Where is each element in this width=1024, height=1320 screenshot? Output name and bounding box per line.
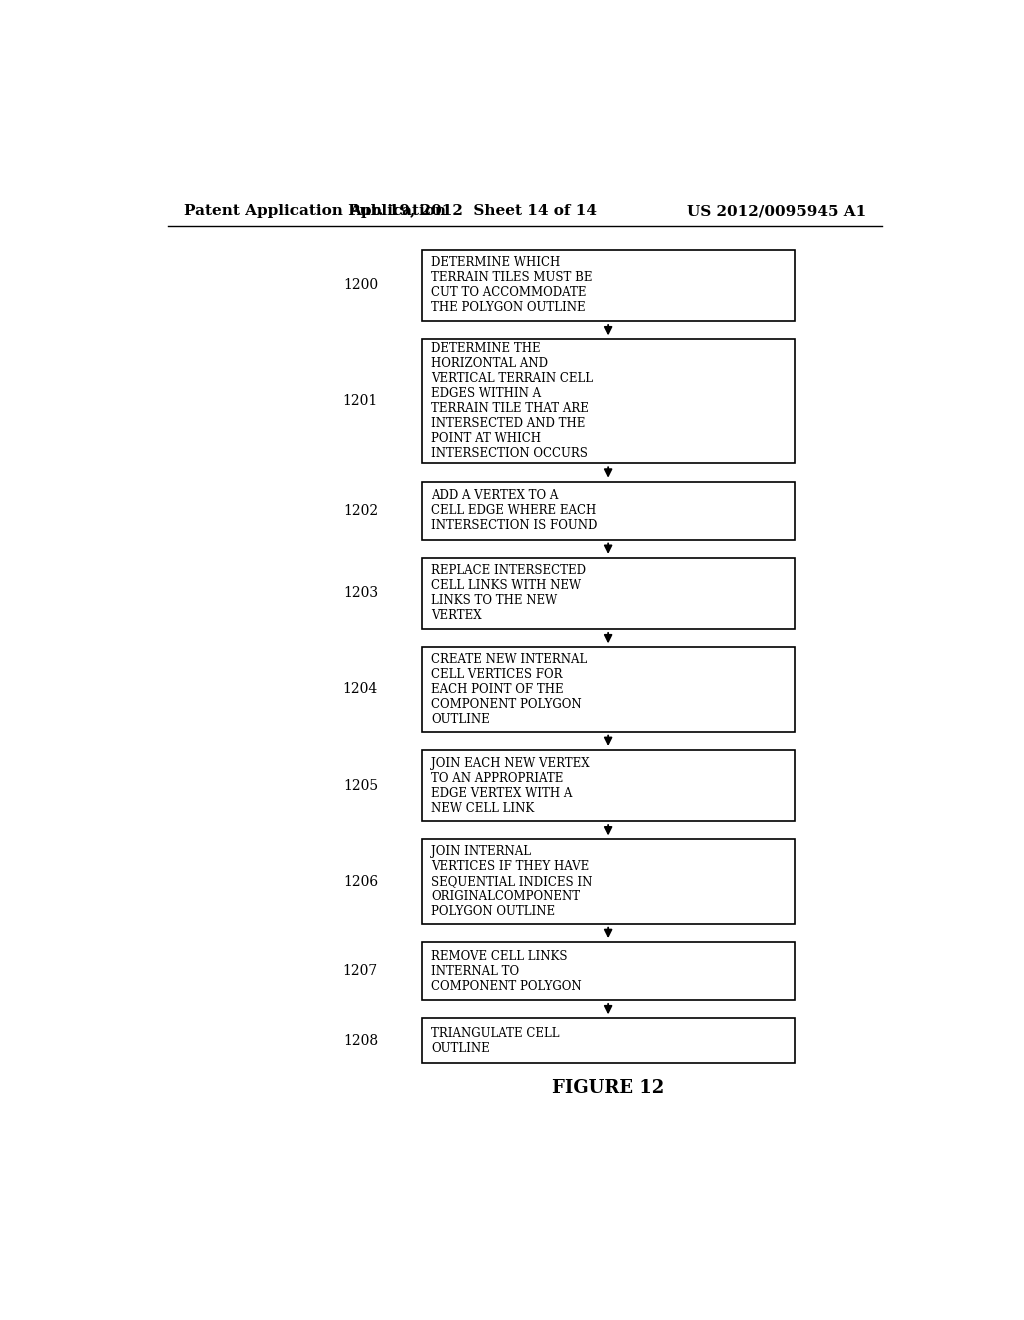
Text: CREATE NEW INTERNAL
CELL VERTICES FOR
EACH POINT OF THE
COMPONENT POLYGON
OUTLIN: CREATE NEW INTERNAL CELL VERTICES FOR EA… (431, 653, 588, 726)
Text: TRIANGULATE CELL
OUTLINE: TRIANGULATE CELL OUTLINE (431, 1027, 560, 1055)
Text: FIGURE 12: FIGURE 12 (552, 1080, 665, 1097)
FancyBboxPatch shape (422, 840, 795, 924)
FancyBboxPatch shape (422, 750, 795, 821)
Text: 1208: 1208 (343, 1034, 378, 1048)
Text: 1206: 1206 (343, 875, 378, 888)
FancyBboxPatch shape (422, 249, 795, 321)
FancyBboxPatch shape (422, 339, 795, 463)
Text: ADD A VERTEX TO A
CELL EDGE WHERE EACH
INTERSECTION IS FOUND: ADD A VERTEX TO A CELL EDGE WHERE EACH I… (431, 490, 598, 532)
FancyBboxPatch shape (422, 942, 795, 1001)
FancyBboxPatch shape (422, 647, 795, 731)
Text: 1201: 1201 (343, 395, 378, 408)
Text: 1205: 1205 (343, 779, 378, 792)
Text: JOIN INTERNAL
VERTICES IF THEY HAVE
SEQUENTIAL INDICES IN
ORIGINALCOMPONENT
POLY: JOIN INTERNAL VERTICES IF THEY HAVE SEQU… (431, 845, 593, 919)
Text: Apr. 19, 2012  Sheet 14 of 14: Apr. 19, 2012 Sheet 14 of 14 (349, 205, 597, 218)
Text: DETERMINE WHICH
TERRAIN TILES MUST BE
CUT TO ACCOMMODATE
THE POLYGON OUTLINE: DETERMINE WHICH TERRAIN TILES MUST BE CU… (431, 256, 593, 314)
Text: 1204: 1204 (343, 682, 378, 697)
Text: DETERMINE THE
HORIZONTAL AND
VERTICAL TERRAIN CELL
EDGES WITHIN A
TERRAIN TILE T: DETERMINE THE HORIZONTAL AND VERTICAL TE… (431, 342, 593, 461)
Text: 1200: 1200 (343, 279, 378, 293)
Text: Patent Application Publication: Patent Application Publication (183, 205, 445, 218)
Text: JOIN EACH NEW VERTEX
TO AN APPROPRIATE
EDGE VERTEX WITH A
NEW CELL LINK: JOIN EACH NEW VERTEX TO AN APPROPRIATE E… (431, 756, 590, 814)
Text: REPLACE INTERSECTED
CELL LINKS WITH NEW
LINKS TO THE NEW
VERTEX: REPLACE INTERSECTED CELL LINKS WITH NEW … (431, 565, 586, 623)
Text: REMOVE CELL LINKS
INTERNAL TO
COMPONENT POLYGON: REMOVE CELL LINKS INTERNAL TO COMPONENT … (431, 949, 582, 993)
FancyBboxPatch shape (422, 1018, 795, 1063)
Text: 1203: 1203 (343, 586, 378, 601)
FancyBboxPatch shape (422, 482, 795, 540)
FancyBboxPatch shape (422, 558, 795, 630)
Text: US 2012/0095945 A1: US 2012/0095945 A1 (687, 205, 866, 218)
Text: 1207: 1207 (343, 964, 378, 978)
Text: 1202: 1202 (343, 504, 378, 517)
